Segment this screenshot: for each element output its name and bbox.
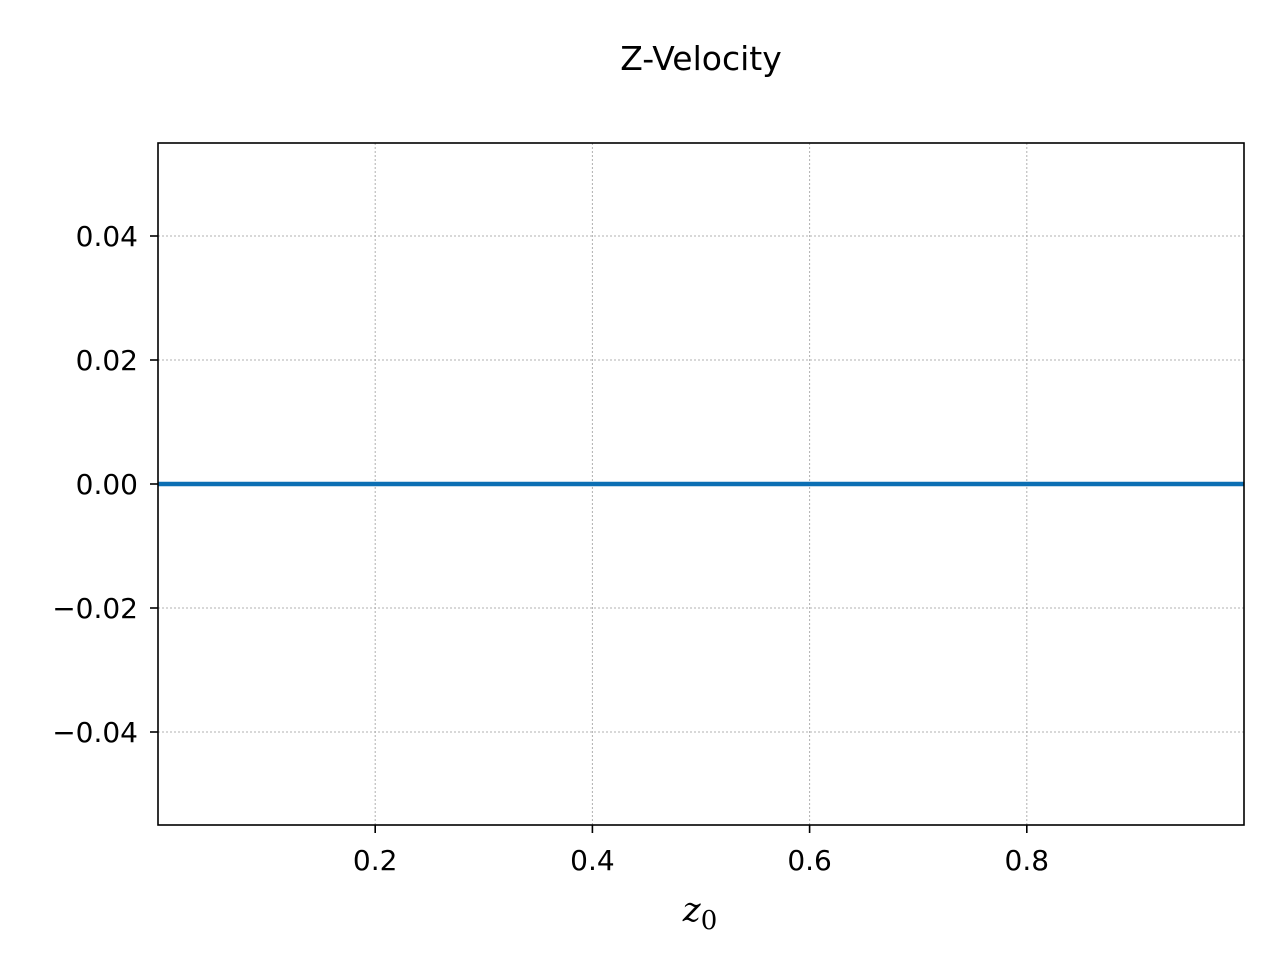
x-tick-label: 0.4 [570,844,615,877]
chart-title: Z-Velocity [620,39,781,78]
x-tick-label: 0.8 [1005,844,1050,877]
y-tick-label: −0.04 [52,716,138,749]
x-axis-label: z0 [682,890,717,936]
y-tick-label: −0.02 [52,592,138,625]
x-tick-label: 0.2 [353,844,398,877]
y-axis: 0.04 0.02 0.00 −0.02 −0.04 [52,220,158,749]
x-axis-label-subscript: 0 [701,906,718,936]
y-tick-label: 0.04 [76,220,138,253]
y-tick-label: 0.02 [76,344,138,377]
x-tick-label: 0.6 [787,844,832,877]
y-tick-label: 0.00 [76,468,138,501]
x-axis: 0.2 0.4 0.6 0.8 [353,825,1049,877]
x-axis-label-main: z [682,890,702,930]
